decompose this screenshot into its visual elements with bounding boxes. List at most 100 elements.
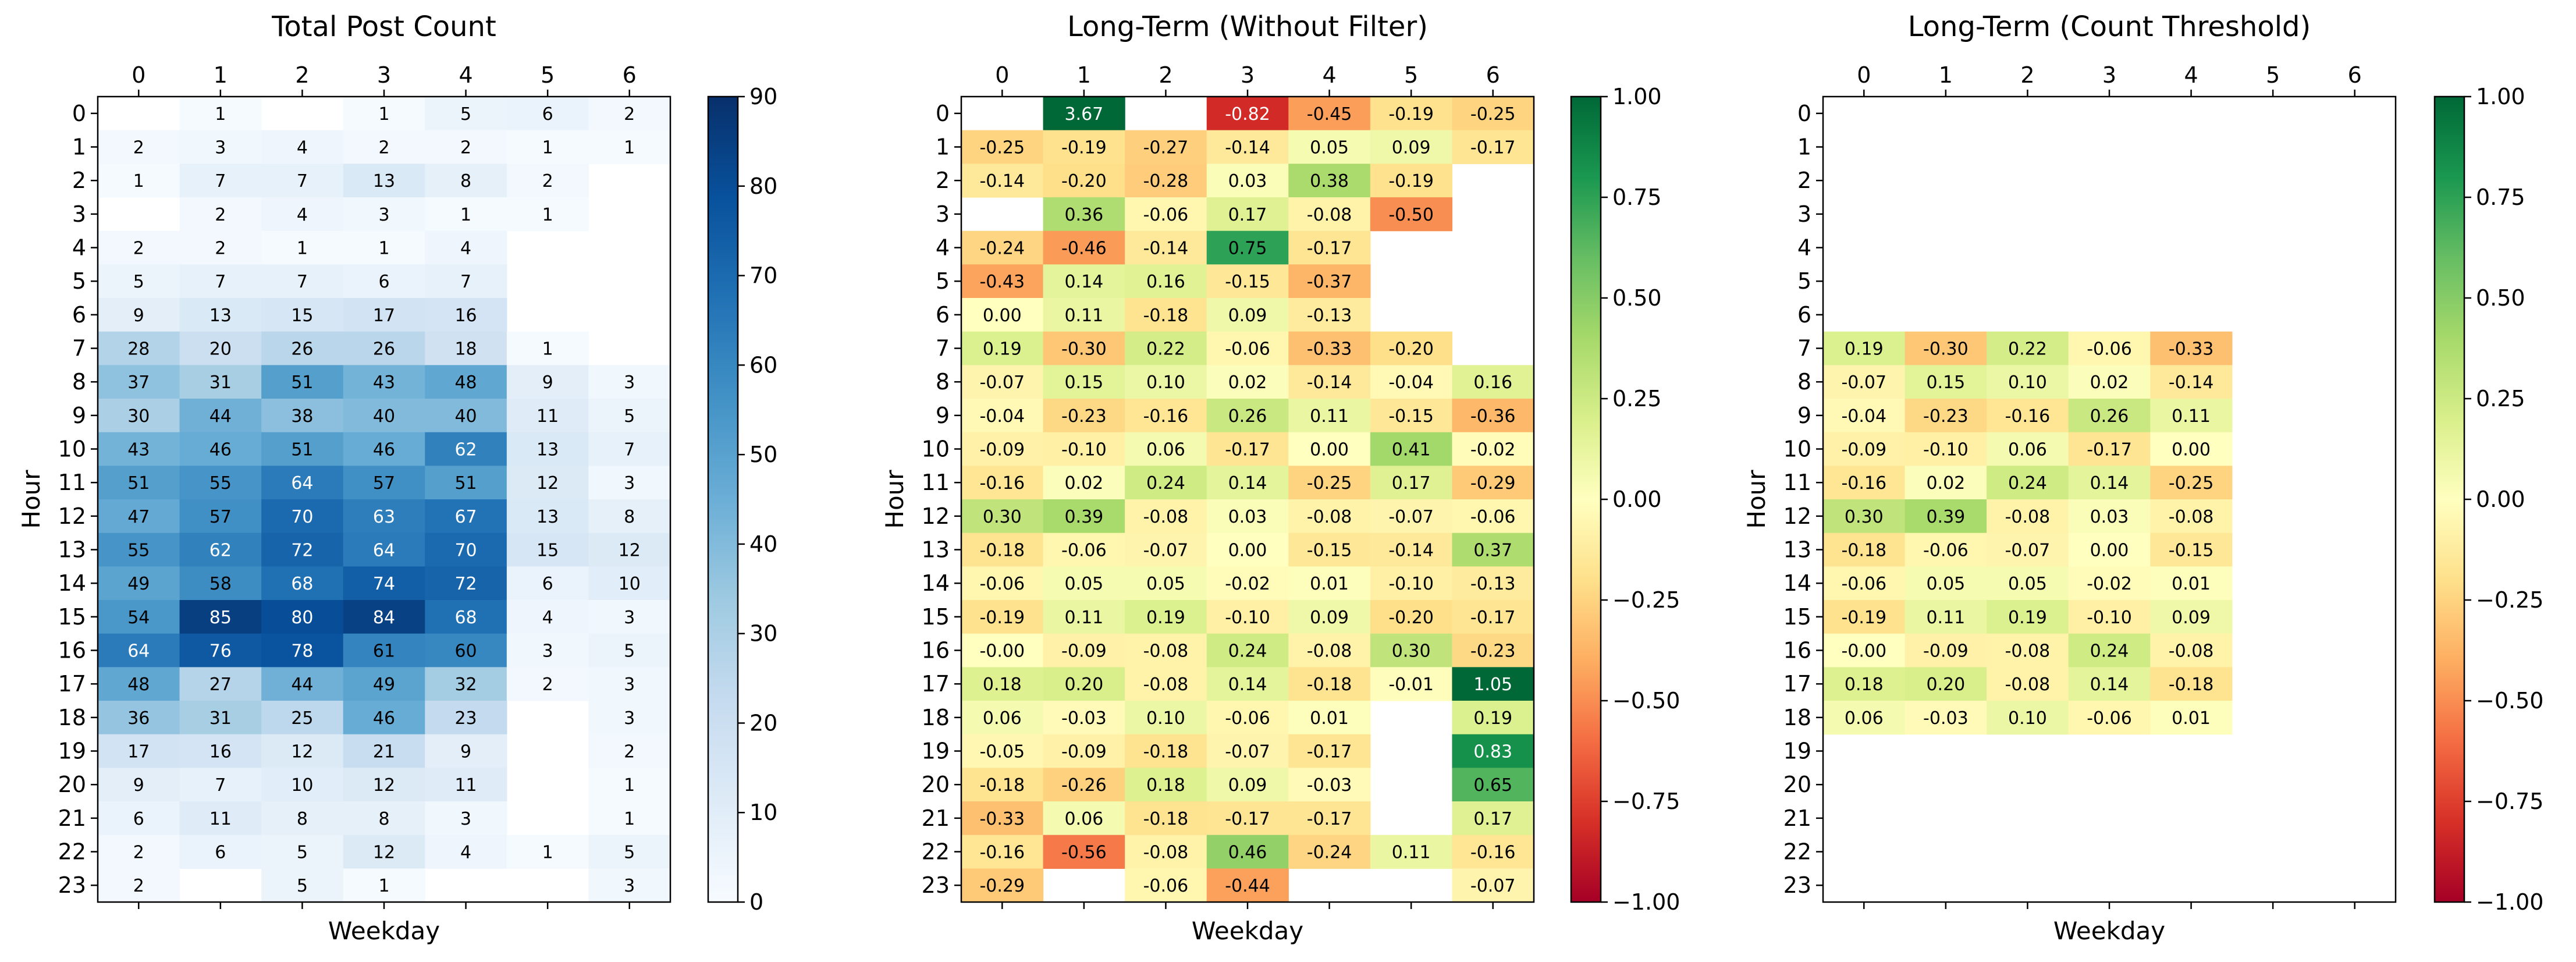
cell-label: 54 [127,608,150,628]
cell-label: 13 [536,507,559,527]
cell-label: -0.14 [1388,541,1434,561]
heatmap-cell [961,130,1044,164]
cell-label: 0.02 [1228,372,1267,393]
cell-label: 1 [297,239,308,259]
heatmap-cell [425,734,507,768]
cell-label: 0.10 [2008,372,2047,393]
cell-label: 16 [454,306,477,326]
cell-label: 0.11 [2172,406,2211,427]
heatmap-cell [1206,264,1289,299]
cell-label: -0.36 [1470,406,1516,427]
heatmap-cell [1452,365,1534,399]
colorbar-tick-label: −1.00 [1612,889,1680,915]
cell-label: -0.06 [1923,541,1969,561]
y-tick-label: 21 [58,805,86,831]
heatmap-cell [1043,466,1125,500]
cell-label: 0.14 [1228,675,1267,695]
cell-label: 49 [373,675,395,695]
y-axis-label: Hour [17,470,45,529]
y-tick-label: 14 [58,570,86,596]
x-tick-label: 2 [1159,62,1172,88]
heatmap-cell [1823,399,1906,433]
cell-label: -0.29 [979,876,1025,896]
heatmap-cell [588,701,671,735]
y-tick-label: 8 [936,369,950,395]
heatmap-cell [179,835,262,869]
heatmap-cell [1043,432,1125,466]
heatmap-cell [1987,533,2069,567]
cell-label: 36 [127,708,150,729]
heatmap-cell [2068,533,2151,567]
cell-label: 0.02 [1926,473,1965,494]
x-tick-label: 3 [377,62,391,88]
heatmap-cell [179,801,262,836]
heatmap-cell [261,734,344,768]
heatmap-cell [1452,97,1534,131]
cell-label: 28 [127,339,150,360]
heatmap-cell [98,130,180,164]
heatmap-cell [961,466,1044,500]
colorbar-tick-label: 20 [749,710,777,736]
x-tick-label: 5 [2266,62,2280,88]
heatmap-cell [1206,230,1289,265]
cell-label: -0.15 [1307,541,1352,561]
cell-label: 2 [624,104,635,125]
cell-label: 2 [542,171,553,191]
colorbar-tick-label: −0.50 [1612,688,1680,713]
colorbar-tick-label: 0.50 [1612,285,1662,311]
cell-label: 0.20 [1926,675,1965,695]
heatmap-cell [1043,701,1125,735]
heatmap-cell [261,298,344,332]
cell-label: 2 [542,675,553,695]
cell-label: 72 [454,574,477,594]
cell-label: 0.37 [1473,541,1512,561]
heatmap-cell [425,298,507,332]
heatmap-cell [1288,164,1371,198]
y-tick-label: 19 [58,739,86,764]
cell-label: 11 [454,775,477,796]
heatmap-cell [343,600,425,634]
heatmap-cell [1043,566,1125,601]
cell-label: -0.08 [1143,675,1189,695]
y-tick-label: 18 [1783,705,1811,730]
heatmap-cell [1206,365,1289,399]
heatmap-cell [1452,734,1534,768]
heatmap-cell [1288,97,1371,131]
cell-label: 37 [127,372,150,393]
heatmap-cell [506,97,589,131]
heatmap-cell [1043,365,1125,399]
y-tick-label: 16 [1783,638,1811,663]
heatmap-cell [506,835,589,869]
cell-label: 62 [209,541,232,561]
y-tick-label: 12 [1783,503,1811,529]
cell-label: 0.14 [2090,675,2129,695]
cell-label: -0.33 [979,809,1025,829]
x-tick-label: 4 [459,62,472,88]
cell-label: -0.17 [1307,809,1352,829]
heatmap-cell [1370,331,1453,365]
cell-label: 0.30 [1392,641,1431,662]
cell-label: -0.20 [1388,339,1434,360]
heatmap-cell [98,566,180,601]
heatmap-cell [343,566,425,601]
cell-label: 0.02 [2090,372,2129,393]
heatmap-cell [98,600,180,634]
cell-label: 0.75 [1228,239,1267,259]
cell-label: -0.02 [1470,440,1516,460]
heatmap-cell [261,230,344,265]
heatmap-cell [179,365,262,399]
cell-label: -0.37 [1307,272,1352,292]
cell-label: 3 [624,608,635,628]
heatmap-cell [98,432,180,466]
cell-label: 1 [624,138,635,158]
heatmap-cell [1452,667,1534,701]
x-tick-label: 4 [1322,62,1336,88]
heatmap-cell [2068,566,2151,601]
heatmap-cell [1043,197,1125,232]
heatmap-cell [1206,466,1289,500]
heatmap-cell [1206,600,1289,634]
cell-label: -0.30 [1061,339,1107,360]
heatmap-cell [98,230,180,265]
heatmap-cell [1125,600,1207,634]
cell-label: 21 [373,742,395,762]
